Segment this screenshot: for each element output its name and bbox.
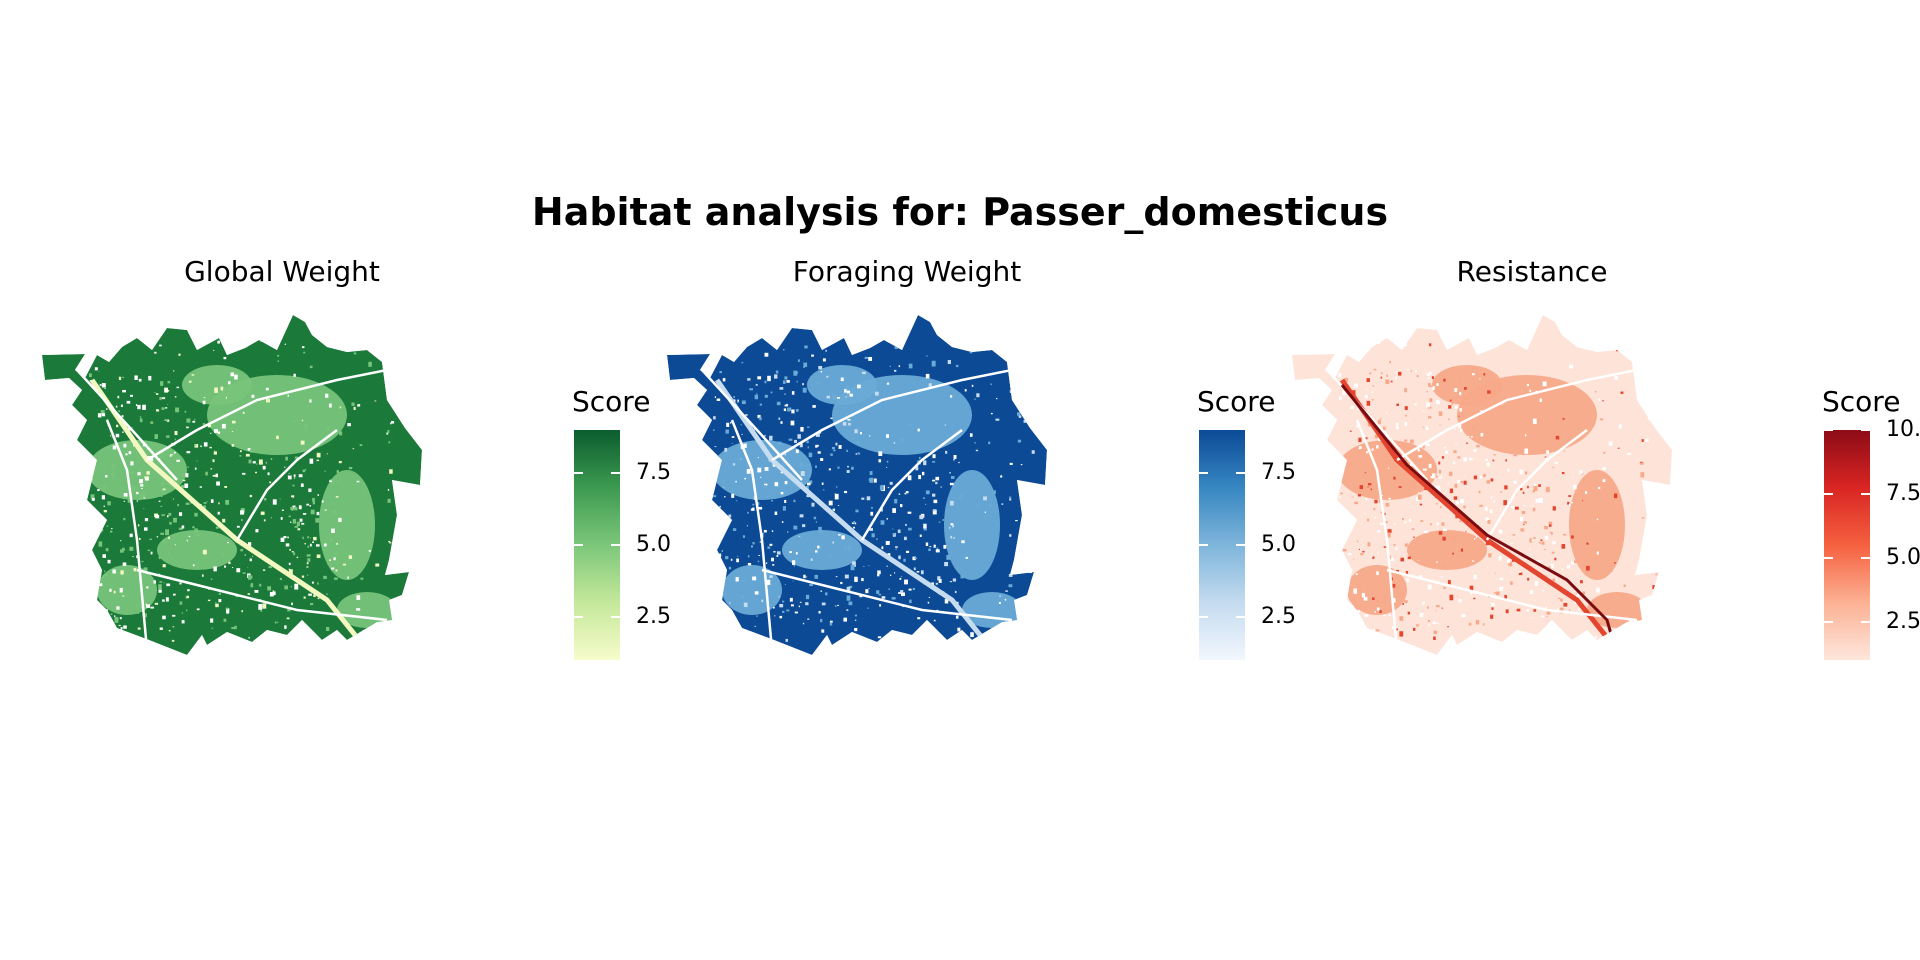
panel-global-weight: Global Weight Score 7.5 5.0 2.5	[32, 255, 671, 755]
map-global-weight	[42, 315, 422, 655]
legend-tick-label: 7.5	[1261, 460, 1296, 486]
legend-title: Score	[1822, 385, 1901, 418]
legend-tick-label: 2.5	[1261, 603, 1296, 629]
legend-tick-label: 7.5	[1886, 480, 1920, 506]
legend: Score 7.5 5.0 2.5	[572, 385, 692, 665]
legend-tick-label: 5.0	[1261, 532, 1296, 557]
legend-tick-label: 10.0	[1886, 417, 1920, 442]
map-resistance	[1292, 315, 1672, 655]
map-foraging-weight	[667, 315, 1047, 655]
legend-title: Score	[1197, 385, 1276, 418]
map-terrain	[1292, 315, 1672, 655]
legend-tick-label: 5.0	[1886, 544, 1920, 570]
legend: Score 10.0 7.5 5.0 2.5	[1822, 385, 1920, 665]
map-terrain	[42, 315, 422, 655]
map-terrain	[667, 315, 1047, 655]
panel-foraging-weight: Foraging Weight Score 7.5 5.0 2.5	[657, 255, 1296, 755]
chart-title: Habitat analysis for: Passer_domesticus	[531, 190, 1389, 234]
legend-tick-label: 2.5	[1886, 608, 1920, 634]
legend-tick-label: 2.5	[636, 603, 671, 629]
panel-title: Foraging Weight	[792, 255, 1022, 288]
legend-colorbar	[1824, 430, 1870, 660]
legend: Score 7.5 5.0 2.5	[1197, 385, 1317, 665]
panel-title: Global Weight	[184, 255, 380, 288]
panel-title: Resistance	[1456, 255, 1608, 288]
legend-tick-label: 5.0	[636, 532, 671, 557]
panel-resistance: Resistance Score 10.0 7.5 5.0 2.5	[1282, 255, 1920, 755]
legend-tick-label: 7.5	[636, 460, 671, 486]
legend-title: Score	[572, 385, 651, 418]
